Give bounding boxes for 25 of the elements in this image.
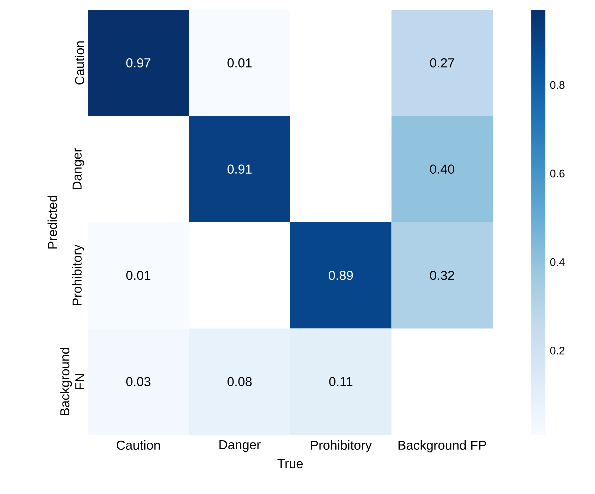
data-label: 0.27 [430,58,454,68]
color-bar-label: 0.6 [550,170,565,178]
color-bar-label: 0.8 [550,81,565,90]
y-tick-label: Caution [74,42,84,85]
data-label: 0.01 [126,271,151,280]
x-tick-label: Danger [220,440,261,452]
data-label: 0.11 [330,377,353,386]
y-tick-label: Background FN [60,348,84,416]
color-bar-label: 0.4 [550,258,565,266]
data-label: 0.91 [228,164,252,174]
x-tick-label: Prohibitory [311,440,372,453]
data-label: 0.08 [228,377,252,386]
data-label: 0.40 [430,164,454,174]
x-axis-title: True [278,459,303,468]
y-tick-label: Prohibitory [72,244,84,306]
color-bar-label: 0.2 [550,347,565,355]
data-label: 0.03 [126,377,151,386]
x-tick-label: Background FP [398,440,486,453]
data-label: 0.97 [126,58,151,68]
data-label: 0.32 [430,271,454,280]
data-label: 0.89 [329,271,354,280]
y-tick-label: Danger [72,148,84,190]
x-tick-label: Caution [116,440,160,450]
y-axis-title: Predicted [48,196,58,249]
data-label: 0.01 [228,58,252,68]
